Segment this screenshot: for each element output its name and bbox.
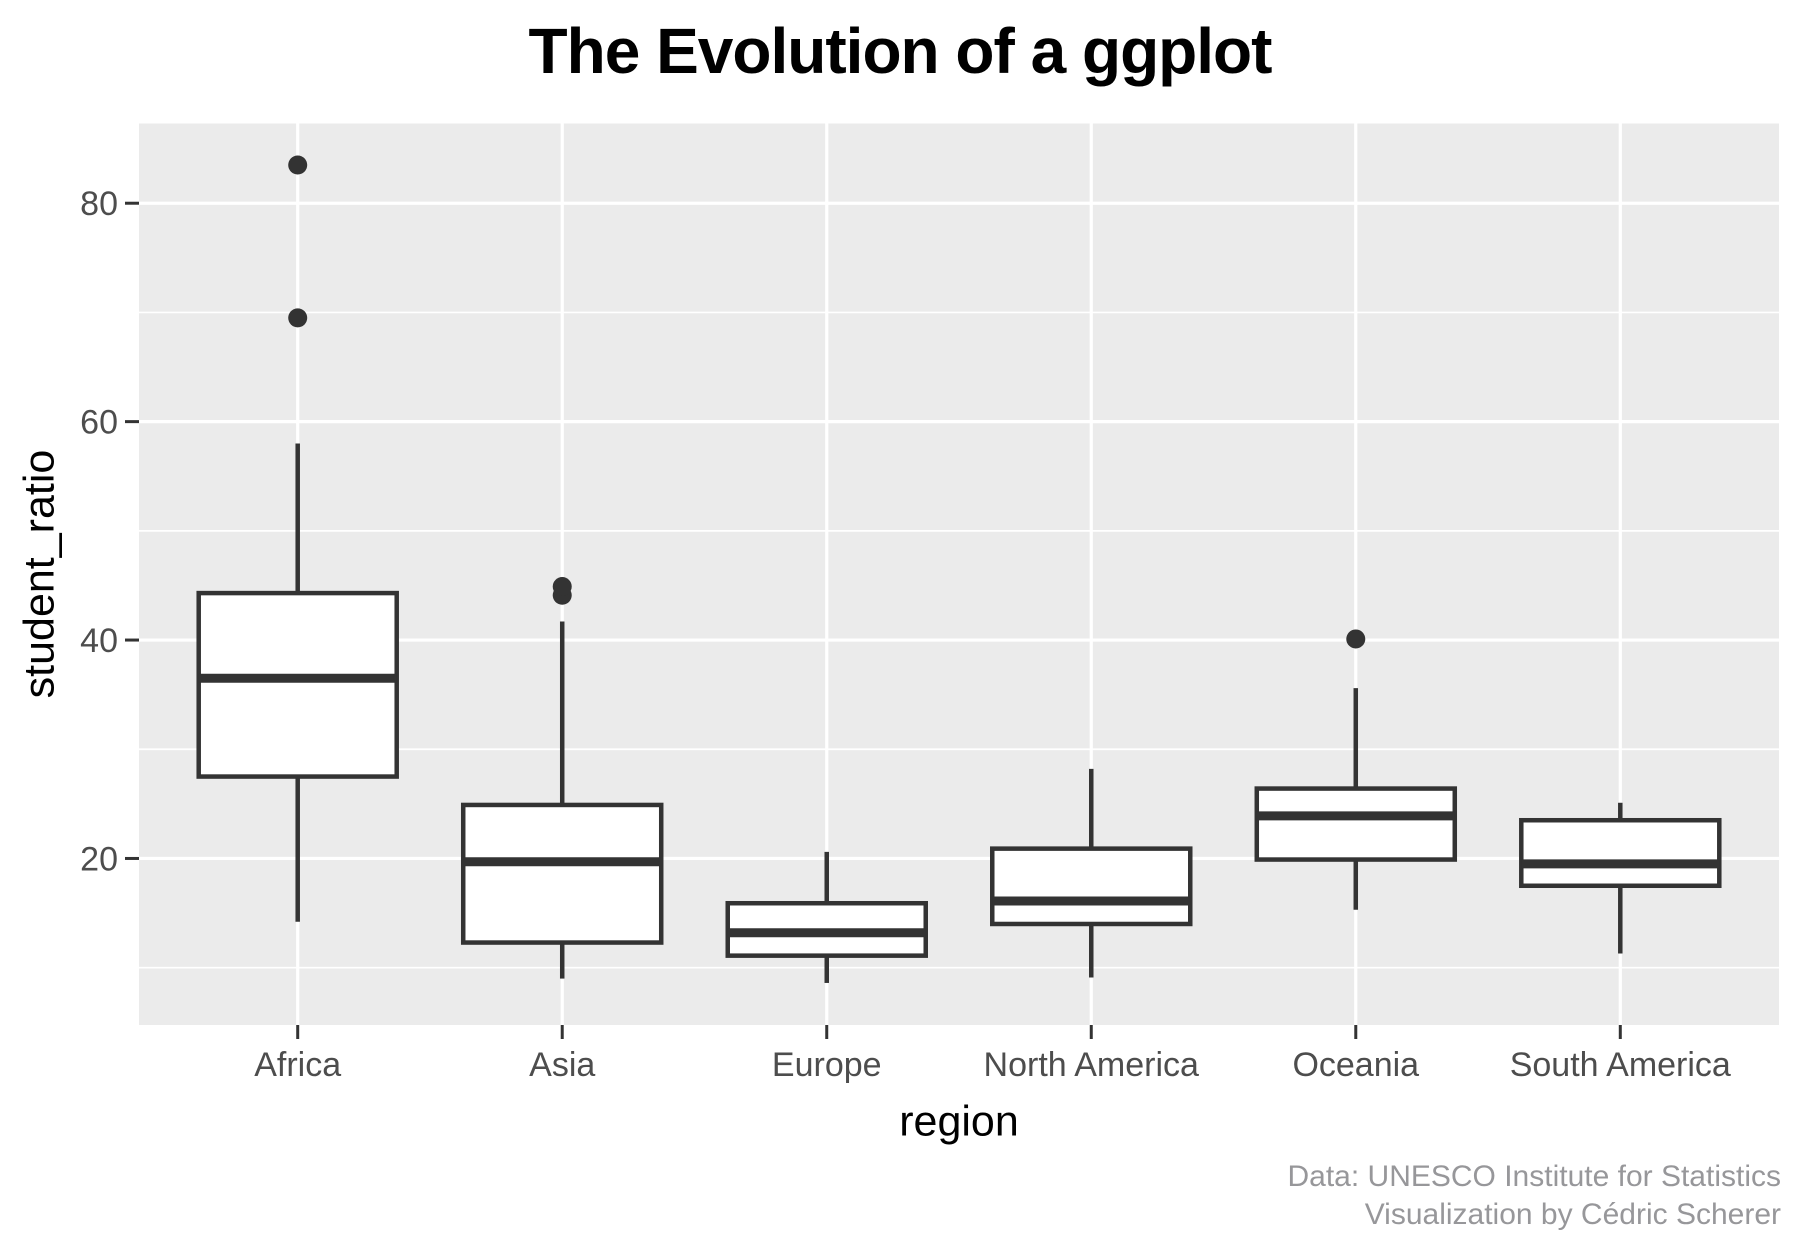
- box-oceania: [1254, 786, 1458, 862]
- y-tick-label: 20: [80, 840, 118, 878]
- y-tick-label: 60: [80, 404, 118, 442]
- y-tick-label: 40: [80, 622, 118, 660]
- y-axis-title: student_ratio: [15, 449, 64, 699]
- x-tick-label-europe: Europe: [772, 1046, 882, 1084]
- box-south-america: [1519, 817, 1722, 889]
- x-axis-title: region: [899, 1097, 1019, 1146]
- caption-author: Visualization by Cédric Scherer: [1364, 1198, 1781, 1231]
- box-north-america: [990, 846, 1193, 927]
- y-tick-label: 80: [80, 185, 118, 223]
- x-tick-label-oceania: Oceania: [1292, 1046, 1419, 1084]
- box-asia: [460, 802, 664, 945]
- plot-panel: [139, 123, 1779, 1025]
- outlier-asia: [552, 577, 572, 597]
- outlier-africa: [288, 308, 308, 328]
- chart-caption: Data: UNESCO Institute for Statistics Vi…: [1288, 1158, 1782, 1234]
- x-tick-label-south-america: South America: [1510, 1046, 1731, 1084]
- x-tick-label-asia: Asia: [529, 1046, 595, 1084]
- outlier-africa: [288, 155, 308, 175]
- x-tick-label-africa: Africa: [254, 1046, 341, 1084]
- outlier-oceania: [1346, 629, 1366, 649]
- x-tick-label-north-america: North America: [984, 1046, 1199, 1084]
- box-africa: [196, 590, 399, 779]
- chart-title: The Evolution of a ggplot: [528, 15, 1273, 87]
- caption-data-source: Data: UNESCO Institute for Statistics: [1287, 1160, 1782, 1193]
